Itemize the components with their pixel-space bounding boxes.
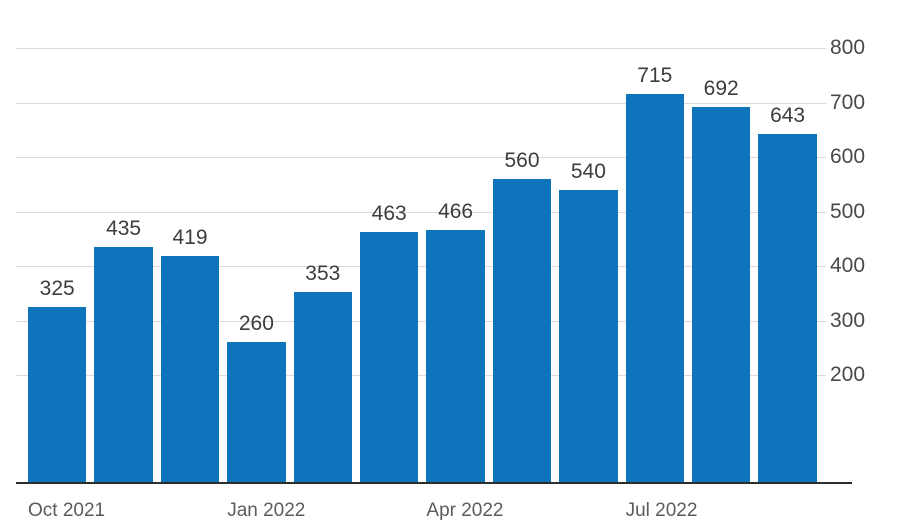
- y-axis-tick-label: 800: [830, 36, 866, 59]
- gridline-y-800: [16, 48, 826, 49]
- y-axis-tick-label: 600: [830, 145, 866, 168]
- plot-area: 325 435 419 260 353 463 466 560 540 715 692 643: [16, 48, 826, 484]
- bar[interactable]: [426, 230, 485, 484]
- y-axis-tick-label: 500: [830, 199, 866, 223]
- gridline-y-200: [16, 375, 826, 376]
- bar[interactable]: [160, 255, 220, 484]
- bar[interactable]: [559, 189, 618, 484]
- y-axis-tick-label: 700: [830, 90, 866, 114]
- y-axis-tick-label: 200: [830, 363, 866, 386]
- gridline-y-700: [16, 102, 826, 104]
- bar[interactable]: [692, 106, 751, 484]
- bar-value-label: 466: [438, 200, 474, 224]
- x-axis-tick-label: Apr 2022: [426, 500, 504, 521]
- bar-value-label: 325: [39, 276, 75, 300]
- bar[interactable]: [492, 178, 552, 484]
- bar[interactable]: [758, 133, 817, 484]
- bar-value-label: 692: [703, 76, 739, 100]
- bar[interactable]: [360, 231, 419, 484]
- x-axis-tick-label: Oct 2021: [28, 500, 106, 521]
- x-axis-tick-label: Jan 2022: [227, 500, 306, 521]
- bar[interactable]: [227, 342, 286, 484]
- bar-value-label: 353: [305, 261, 341, 285]
- bar-value-label: 540: [570, 159, 606, 183]
- gridline-y-400: [16, 266, 826, 267]
- x-axis-line: [16, 482, 852, 484]
- y-axis-tick-label: 400: [830, 254, 866, 277]
- bar-value-label: 643: [770, 103, 806, 127]
- bar-value-label: 419: [172, 225, 208, 249]
- x-axis-tick-label: Jul 2022: [625, 500, 698, 521]
- gridline-y-500: [16, 211, 826, 213]
- bar[interactable]: [625, 94, 684, 484]
- bar[interactable]: [28, 306, 87, 484]
- bar-value-label: 715: [637, 64, 673, 88]
- bar[interactable]: [293, 291, 352, 484]
- bar-value-label: 435: [106, 216, 142, 240]
- gridline-y-300: [16, 320, 826, 322]
- bar-value-label: 260: [238, 312, 274, 336]
- bar-value-label: 560: [504, 148, 540, 172]
- gridline-y-600: [16, 157, 826, 158]
- bar[interactable]: [94, 246, 153, 484]
- y-axis-tick-label: 300: [830, 308, 866, 332]
- bar-value-label: 463: [371, 201, 407, 225]
